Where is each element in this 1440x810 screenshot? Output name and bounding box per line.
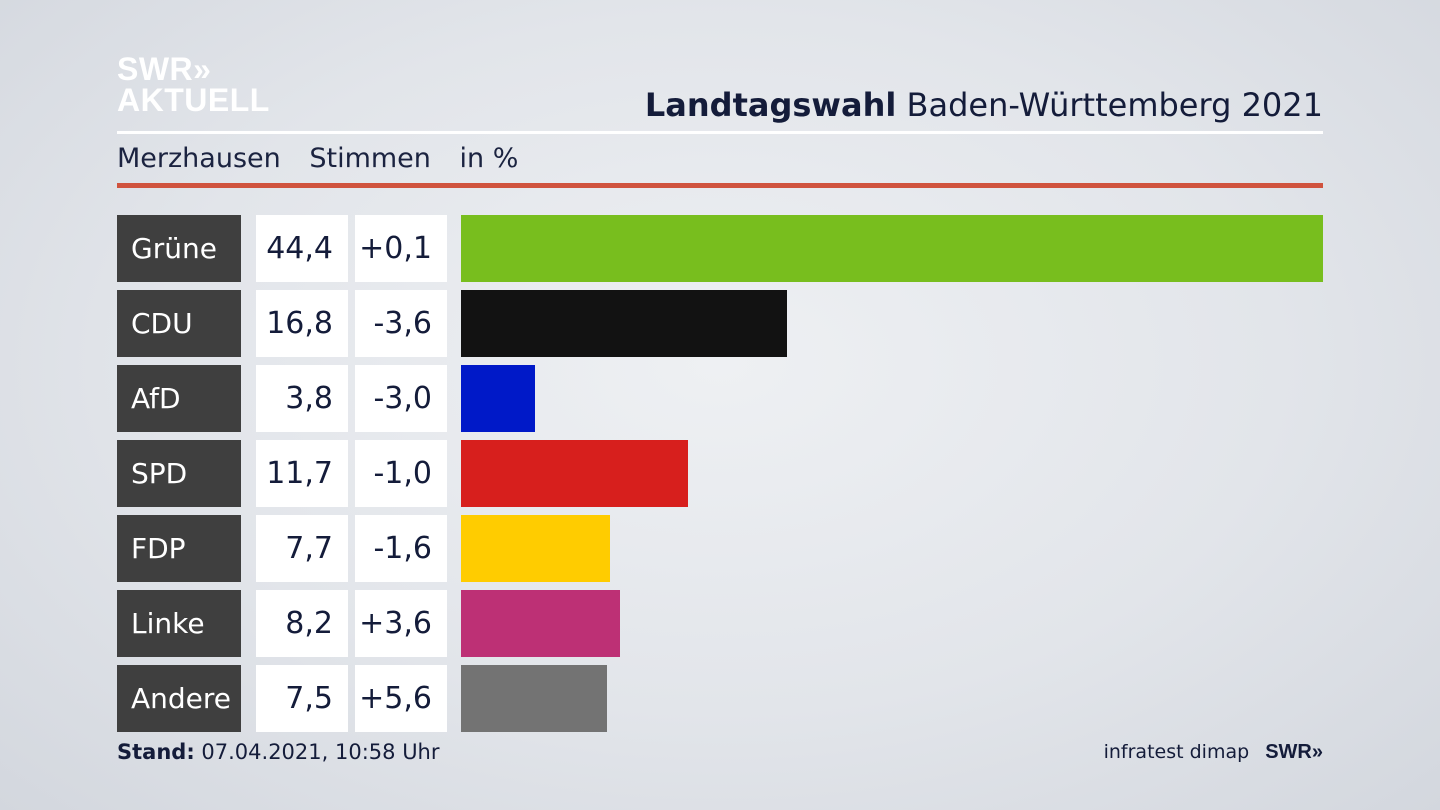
title-bold: Landtagswahl [644,86,897,124]
vote-share-bar [461,365,535,432]
vote-share-bar [461,215,1323,282]
vote-share-bar [461,440,688,507]
swr-aktuell-logo: SWR» AKTUELL [117,51,270,118]
stand-value: 07.04.2021, 10:58 Uhr [201,740,440,764]
party-label: CDU [117,290,241,357]
page-title: Landtagswahl Baden-Württemberg 2021 [645,86,1323,124]
vote-change-label: +5,6 [355,665,447,732]
vote-share-bar [461,665,607,732]
title-rest: Baden-Württemberg 2021 [906,86,1324,124]
subtitle-unit: in % [459,143,519,174]
vote-change-label: -1,6 [355,515,447,582]
vote-share-bar [461,515,610,582]
subtitle-divider [117,183,1323,188]
timestamp: Stand: 07.04.2021, 10:58 Uhr [117,740,440,764]
logo-line-2: AKTUELL [117,82,270,118]
vote-change-label: +0,1 [355,215,447,282]
party-label: Andere [117,665,241,732]
vote-share-label: 44,4 [256,215,348,282]
source-credit: infratest dimap SWR» [1104,741,1323,764]
vote-change-label: -3,6 [355,290,447,357]
swr-brand-logo: SWR» [1265,741,1323,763]
party-label: FDP [117,515,241,582]
chart-subtitle: Merzhausen Stimmen in % [117,143,538,174]
vote-change-label: +3,6 [355,590,447,657]
vote-share-label: 3,8 [256,365,348,432]
party-label: Linke [117,590,241,657]
subtitle-place: Merzhausen [117,143,281,174]
vote-share-label: 7,5 [256,665,348,732]
header-divider [117,131,1323,134]
vote-change-label: -3,0 [355,365,447,432]
logo-line-1: SWR» [117,51,212,87]
vote-share-label: 8,2 [256,590,348,657]
stand-label: Stand: [117,740,195,764]
source-text: infratest dimap [1103,741,1250,763]
party-label: AfD [117,365,241,432]
vote-change-label: -1,0 [355,440,447,507]
vote-share-label: 11,7 [256,440,348,507]
party-label: SPD [117,440,241,507]
party-label: Grüne [117,215,241,282]
vote-share-label: 16,8 [256,290,348,357]
vote-share-label: 7,7 [256,515,348,582]
vote-share-bar [461,590,620,657]
vote-share-bar [461,290,787,357]
subtitle-measure: Stimmen [309,143,431,174]
